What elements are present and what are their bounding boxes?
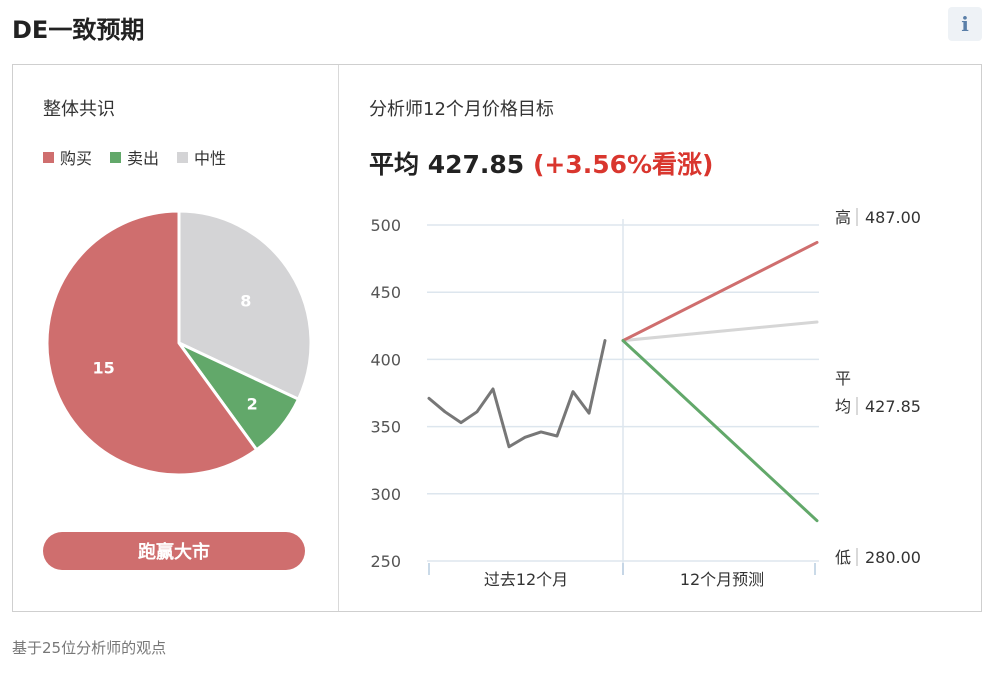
price-target-chart: 500 450 400 350 300 250 过去12个月 12个月预测 高 487.00 平均 4…: [370, 208, 921, 589]
consensus-pie-chart: 8 2 15: [45, 209, 313, 477]
legend-swatch-buy: [43, 151, 54, 163]
annotation-high-label: 高: [835, 208, 851, 227]
annotation-low-label: 低: [835, 548, 851, 567]
average-change: (+3.56%看涨): [532, 150, 714, 179]
annotation-low-value: 280.00: [865, 548, 921, 567]
consensus-title: 整体共识: [43, 99, 115, 120]
y-tick-label: 500: [370, 216, 401, 235]
annotation-average-value: 427.85: [865, 397, 921, 416]
rating-badge: 跑赢大市: [43, 532, 305, 570]
legend-swatch-neutral: [177, 151, 189, 163]
y-tick-label: 450: [370, 283, 401, 302]
pie-label-neutral: 8: [240, 292, 251, 311]
price-target-panel: 500 450 400 350 300 250 过去12个月 12个月预测高 487.00 平均 4…: [339, 65, 981, 611]
consensus-panel: 整体共识 购买 卖出 中性 8 2 15 跑赢大市: [13, 65, 339, 611]
y-tick-label: 400: [370, 350, 401, 369]
y-tick-label: 350: [370, 418, 401, 437]
legend-swatch-sell: [110, 151, 122, 163]
legend-item-buy: 购买: [43, 145, 92, 169]
legend-item-sell: 卖出: [110, 145, 159, 169]
x-label-forecast: 12个月预测: [680, 570, 764, 589]
page-title: DE一致预期: [12, 16, 145, 44]
pie-legend: 购买 卖出 中性: [43, 145, 244, 169]
legend-label-buy: 购买: [60, 149, 93, 168]
x-label-past: 过去12个月: [484, 570, 568, 589]
pie-slice-buy[interactable]: [45, 209, 259, 477]
average-target: 平均 427.85 (+3.56%看涨): [369, 145, 713, 181]
annotation-average-label: 平: [835, 369, 851, 388]
pie-slice-neutral[interactable]: [177, 209, 313, 401]
info-icon: i: [961, 12, 969, 36]
average-prefix: 平均: [369, 150, 420, 179]
forecast-low-line: [621, 339, 819, 523]
annotation-high-value: 487.00: [865, 208, 921, 227]
pie-label-sell: 2: [247, 395, 258, 414]
price-history-line: [427, 339, 607, 449]
annotation-average-label: 均: [835, 397, 851, 416]
average-value: 427.85: [427, 150, 525, 179]
pie-label-buy: 15: [93, 358, 115, 377]
forecast-high-line: [621, 240, 819, 343]
analyst-count-note: 基于25位分析师的观点: [12, 639, 167, 657]
y-tick-label: 300: [370, 485, 401, 504]
consensus-card: 整体共识 购买 卖出 中性 8 2 15 跑赢大市 500 450 400 350 300 2…: [12, 64, 982, 612]
price-target-title: 分析师12个月价格目标: [369, 99, 554, 120]
legend-item-neutral: 中性: [177, 145, 226, 169]
forecast-average-line: [621, 320, 819, 343]
info-button[interactable]: i: [948, 7, 982, 41]
legend-label-sell: 卖出: [127, 149, 160, 168]
legend-label-neutral: 中性: [194, 149, 227, 168]
y-tick-label: 250: [370, 552, 401, 571]
